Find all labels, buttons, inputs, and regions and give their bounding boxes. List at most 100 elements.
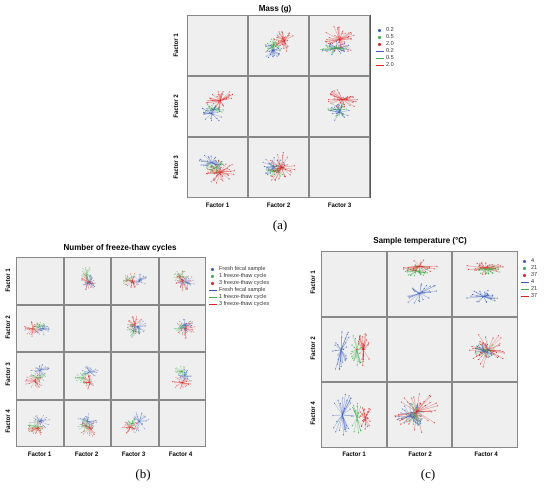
spider-line [409,270,417,276]
spider-line [139,420,143,424]
scatter-point [125,279,127,281]
scatter-point [177,374,179,376]
spider-line [281,167,295,170]
scatter-point [77,425,79,427]
scatter-point [192,331,194,332]
scatter-point [87,388,88,390]
scatter-point [334,46,336,48]
scatter-point [79,417,81,419]
legend-dot-icon [208,268,217,271]
scatter-point [41,419,43,420]
spider-line [33,324,40,327]
spider-line [342,99,351,106]
scatter-point [213,178,215,180]
spider-line [416,395,430,413]
spider-line [82,268,87,274]
spider-line [132,423,135,426]
scatter-point [91,424,93,426]
scatter-point [39,327,41,329]
scatter-point [276,159,278,161]
scatter-point [125,284,127,285]
scatter-point [186,369,188,371]
scatter-point [219,94,221,96]
scatter-point [282,168,284,170]
spider-line [138,319,142,327]
scatter-point [343,106,345,108]
scatter-point [189,383,191,385]
scatter-point [368,411,370,413]
spider-line [218,91,221,101]
spider-line [337,344,342,350]
panel-b-col-label: Factor 3 [121,452,146,458]
scatter-point [24,329,26,331]
scatter-point [126,427,128,429]
scatter-point [187,277,189,279]
scatter-point [39,384,41,386]
spider-line [419,293,429,299]
spider-line [30,375,36,382]
spider-line [339,38,351,40]
spider-line [419,290,430,294]
scatter-point [40,419,42,421]
scatter-point [489,348,491,350]
spider-line [37,377,44,381]
scatter-point [228,93,230,96]
scatter-point [35,419,37,420]
scatter-point [339,47,341,49]
scatter-point [417,300,420,302]
spider-line [336,105,340,113]
legend-line-icon [520,289,529,290]
scatter-point [176,322,178,324]
scatter-point [347,115,349,117]
scatter-point [486,268,488,271]
spider-line [34,325,40,329]
scatter-point [286,164,288,166]
spider-line [29,426,38,428]
scatter-point [406,269,408,271]
scatter-point [144,416,146,417]
legend-label: 4 [531,279,535,285]
legend-marker-entry: 37 [520,272,537,279]
scatter-point [43,424,44,426]
scatter-point [178,381,180,383]
spider-line [41,325,44,329]
scatter-point [32,432,34,434]
spider-line [409,411,421,417]
scatter-point [359,361,361,363]
scatter-point [435,403,437,405]
scatter-point [85,283,86,285]
scatter-point [286,47,288,49]
spider-line [179,282,187,287]
scatter-point [86,368,88,369]
spider-line [210,156,212,163]
scatter-point [483,347,485,349]
legend-line-entry: 0.2 [375,48,394,55]
panel-a-title: Mass (g) [258,4,292,13]
spider-line [130,426,138,429]
scatter-point [28,430,30,432]
spider-line [270,45,273,51]
scatter-point [183,369,185,371]
scatter-point [343,116,345,118]
scatter-point [41,428,43,429]
spider-line [326,32,340,40]
scatter-point [502,357,504,359]
panel-a-row-label: Factor 1 [174,33,180,57]
scatter-point [274,179,276,181]
scatter-point [48,328,50,330]
scatter-point [422,259,424,261]
spider-line [39,367,49,371]
scatter-point [176,273,178,275]
scatter-point [130,273,132,275]
scatter-point [34,330,36,331]
spider-line [182,366,184,372]
scatter-point [140,282,142,283]
spider-line [31,427,38,432]
scatter-point [190,324,192,326]
legend-line-entry: 2.0 [375,62,394,69]
scatter-point [39,380,41,381]
scatter-point [127,276,128,278]
scatter-point [345,355,347,357]
spider-line [127,426,131,429]
cluster-series-blue [177,276,195,290]
